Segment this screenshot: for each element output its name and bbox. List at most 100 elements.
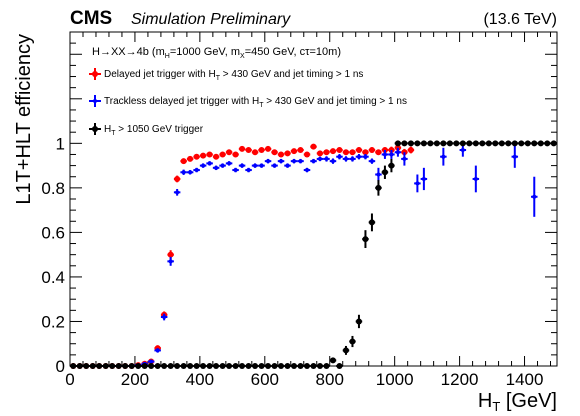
point-marker: [174, 175, 181, 182]
point-marker: [213, 363, 220, 369]
point-marker: [427, 140, 434, 147]
data-point-ht: [186, 363, 194, 369]
point-marker: [76, 363, 83, 369]
data-point-trackless: [531, 176, 538, 217]
point-marker: [401, 140, 408, 147]
x-axis-title-sub: T: [492, 399, 500, 414]
point-marker: [459, 140, 466, 147]
data-point-delayed: [375, 149, 382, 156]
point-marker: [135, 363, 142, 369]
x-axis-title-main: H: [478, 390, 492, 412]
data-point-ht: [128, 363, 135, 369]
point-marker: [375, 184, 382, 191]
point-marker: [375, 149, 382, 156]
point-marker: [441, 154, 446, 159]
point-marker: [226, 363, 233, 369]
point-marker: [511, 140, 518, 147]
point-marker: [369, 159, 374, 164]
point-marker: [219, 151, 226, 158]
point-marker: [395, 150, 400, 155]
data-point-ht: [550, 140, 557, 147]
point-marker: [180, 363, 187, 369]
point-marker: [167, 363, 174, 369]
data-point-ht: [277, 363, 285, 369]
point-marker: [473, 176, 478, 181]
legend-heading: H→XX→4b (mH=1000 GeV, mX=450 GeV, cτ=10m…: [92, 46, 341, 60]
data-point-delayed: [245, 147, 252, 154]
data-point-trackless: [173, 188, 181, 196]
data-point-ht: [245, 363, 252, 369]
legend-label-ht-pre: H: [104, 124, 111, 135]
point-marker: [115, 363, 122, 369]
data-point-ht: [414, 140, 421, 147]
data-point-delayed: [180, 158, 187, 165]
point-marker: [193, 363, 200, 369]
data-point-delayed: [232, 151, 239, 158]
data-point-ht: [290, 363, 298, 369]
data-point-ht: [212, 363, 220, 369]
point-marker: [109, 363, 116, 369]
data-point-delayed: [186, 155, 194, 162]
point-marker: [349, 338, 356, 345]
y-axis-title: L1T+HLT efficiency: [13, 34, 35, 205]
data-point-trackless: [199, 163, 207, 168]
data-point-delayed: [251, 149, 259, 156]
point-marker: [284, 150, 291, 157]
data-point-delayed: [349, 149, 356, 156]
data-point-trackless: [303, 167, 311, 173]
data-point-ht: [485, 140, 493, 147]
data-point-ht: [388, 158, 395, 173]
data-point-delayed: [238, 145, 246, 152]
point-marker: [259, 163, 264, 168]
point-marker: [388, 162, 395, 169]
data-point-ht: [297, 363, 304, 369]
cms-label: CMS: [70, 8, 112, 29]
legend-marker-delayed-dot: [92, 71, 98, 77]
point-marker: [323, 149, 330, 156]
data-point-delayed: [219, 151, 226, 158]
point-marker: [316, 363, 323, 369]
point-marker: [285, 163, 290, 168]
point-marker: [291, 148, 298, 155]
point-marker: [356, 154, 361, 159]
point-marker: [330, 159, 335, 164]
legend-heading-sub1: H: [165, 53, 170, 60]
data-point-trackless: [180, 169, 187, 175]
point-marker: [492, 140, 499, 147]
x-tick-label: 0: [65, 370, 74, 389]
legend-label-trackless-sub: T: [259, 102, 264, 109]
point-marker: [206, 363, 213, 369]
data-point-trackless: [219, 163, 226, 168]
point-marker: [214, 165, 219, 170]
data-point-trackless: [290, 158, 298, 164]
point-marker: [368, 219, 375, 226]
point-marker: [227, 161, 232, 166]
legend-label-trackless-pre: Trackless delayed jet trigger with H: [104, 96, 259, 107]
data-point-ht: [511, 140, 519, 147]
data-point-trackless: [388, 150, 395, 159]
legend-label-delayed-sub: T: [216, 75, 221, 82]
point-marker: [420, 140, 427, 147]
data-point-ht: [167, 363, 174, 369]
x-tick-label: 1000: [376, 370, 414, 389]
point-marker: [518, 140, 525, 147]
point-marker: [206, 151, 213, 158]
data-point-ht: [498, 140, 506, 147]
point-marker: [175, 190, 180, 195]
point-marker: [421, 176, 426, 181]
point-marker: [213, 153, 220, 160]
point-marker: [311, 159, 316, 164]
point-marker: [258, 147, 265, 154]
data-point-delayed: [284, 150, 291, 157]
point-marker: [323, 363, 330, 369]
point-marker: [368, 147, 375, 154]
data-point-ht: [531, 140, 538, 147]
data-point-ht: [459, 140, 467, 147]
point-marker: [453, 140, 460, 147]
x-tick-label: 200: [121, 370, 149, 389]
point-marker: [512, 154, 517, 159]
data-point-trackless: [349, 156, 356, 162]
data-point-ht: [225, 363, 233, 369]
point-marker: [187, 155, 194, 162]
data-point-trackless: [193, 167, 200, 173]
